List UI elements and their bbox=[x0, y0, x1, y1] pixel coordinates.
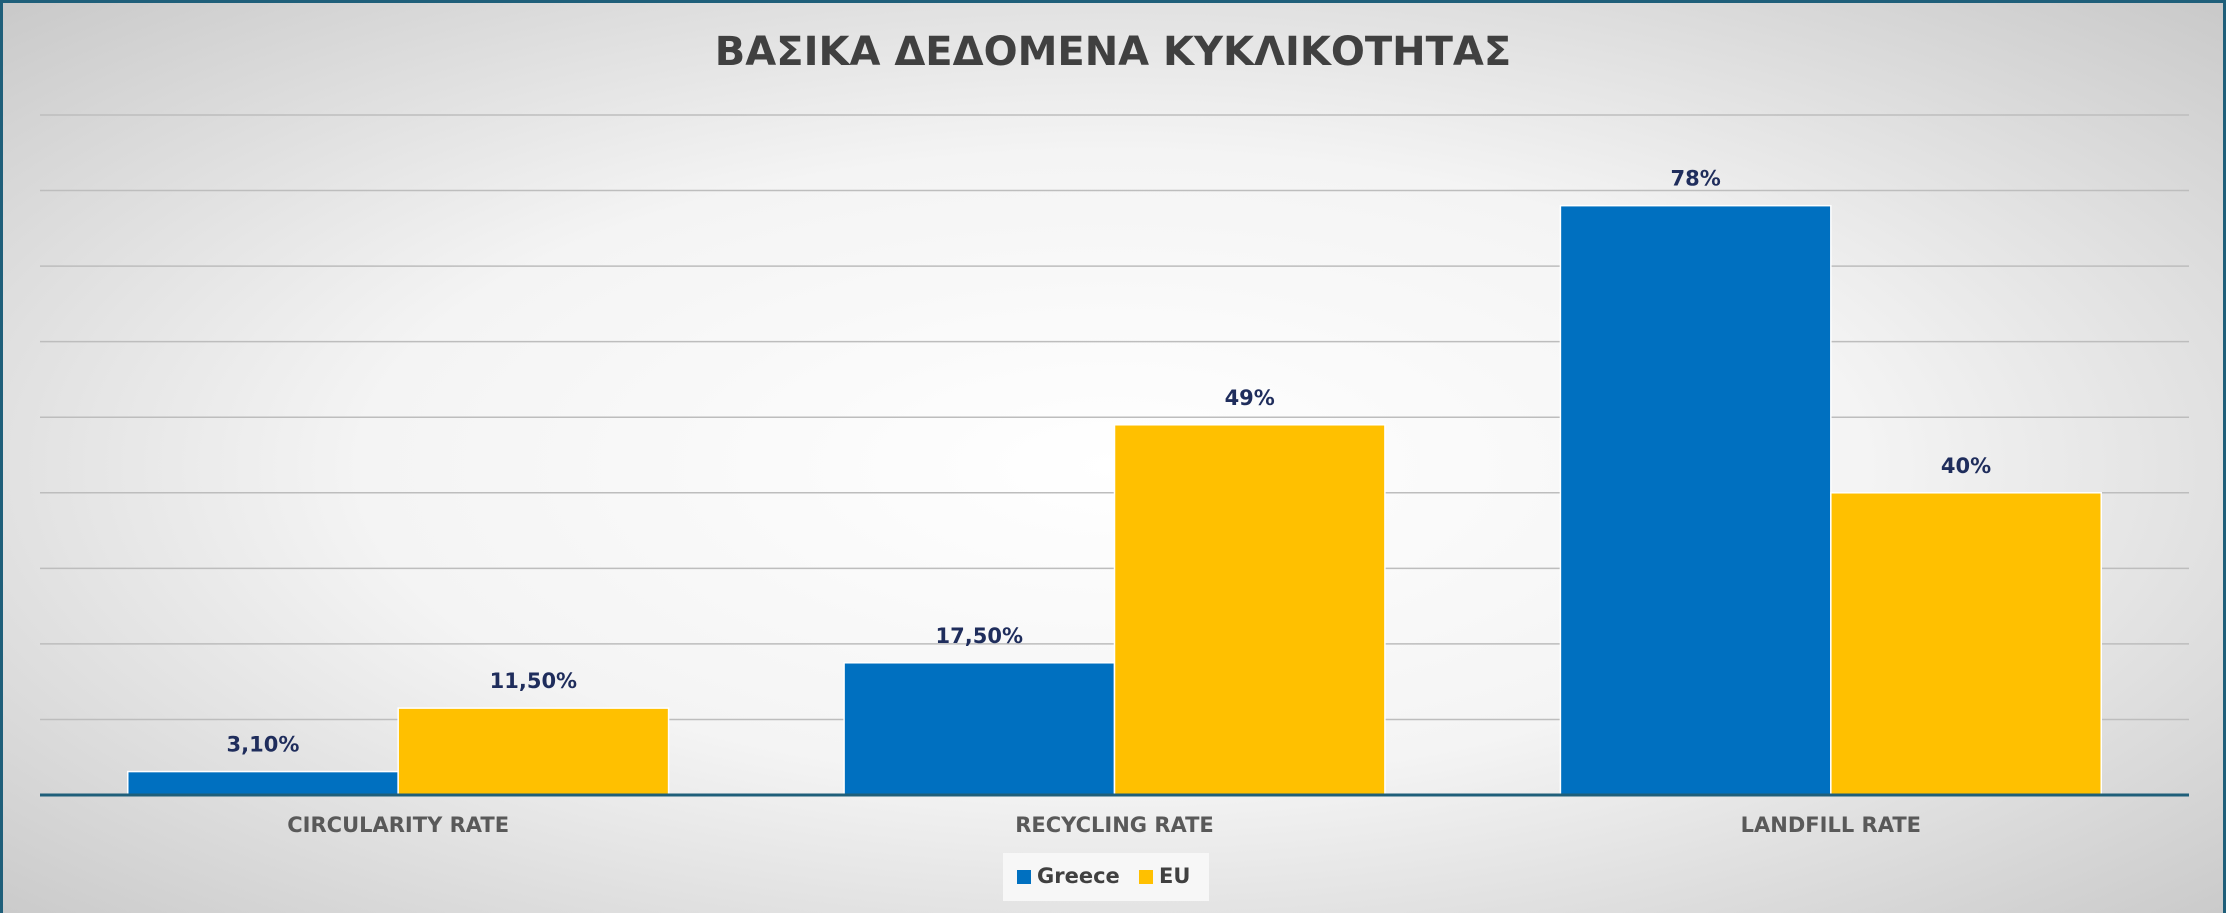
bar bbox=[1830, 492, 2102, 796]
data-label: 17,50% bbox=[936, 624, 1023, 648]
legend-box bbox=[1003, 853, 1209, 901]
bar bbox=[1113, 424, 1386, 796]
legend: Greece EU bbox=[1003, 853, 1209, 901]
bar bbox=[1559, 204, 1832, 796]
data-label: 49% bbox=[1225, 386, 1275, 410]
legend-swatch bbox=[1017, 870, 1031, 884]
legend-swatch bbox=[1139, 870, 1153, 884]
bars: CIRCULARITY RATE 3,10% 11,50% RECYCLING RAT… bbox=[40, 167, 2189, 837]
data-label: 3,10% bbox=[227, 733, 300, 757]
chart-title: ΒΑΣΙΚΑ ΔΕΔΟΜΕΝΑ ΚΥΚΛΙΚΟΤΗΤΑΣ bbox=[715, 29, 1511, 75]
bar bbox=[127, 770, 399, 796]
legend-label: Greece bbox=[1037, 864, 1120, 888]
data-label: 11,50% bbox=[490, 669, 577, 693]
data-label: 40% bbox=[1941, 454, 1991, 478]
bar bbox=[397, 707, 670, 796]
x-tick-label: RECYCLING RATE bbox=[1015, 813, 1214, 837]
x-tick-label: CIRCULARITY RATE bbox=[287, 813, 509, 837]
bar bbox=[843, 662, 1116, 796]
x-tick-label: LANDFILL RATE bbox=[1741, 813, 1921, 837]
data-label: 78% bbox=[1670, 167, 1720, 191]
legend-label: EU bbox=[1159, 864, 1190, 888]
